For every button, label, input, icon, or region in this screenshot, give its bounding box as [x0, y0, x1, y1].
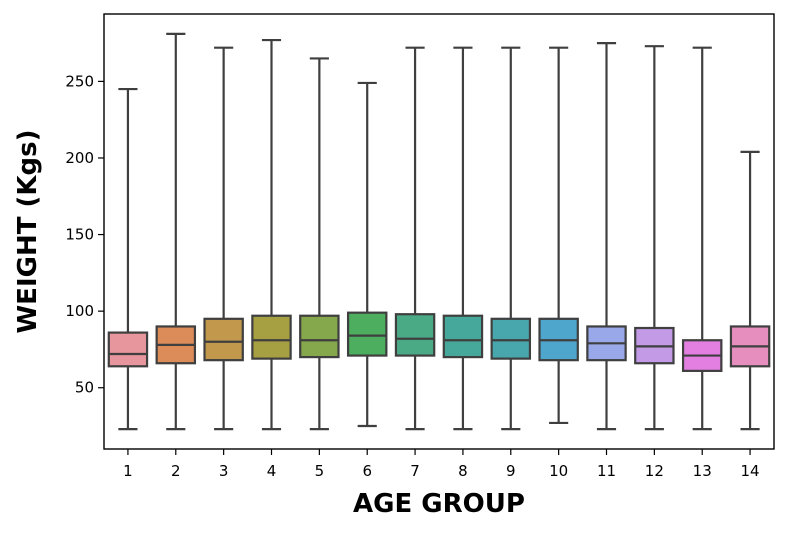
x-tick-label: 10 [549, 462, 568, 480]
x-tick-label: 3 [219, 462, 229, 480]
box-group-8 [442, 46, 484, 431]
box-group-4 [251, 38, 292, 431]
box-group-9 [490, 46, 532, 431]
box [394, 313, 436, 357]
box-group-14 [729, 150, 771, 431]
box-group-10 [538, 46, 579, 425]
x-tick-label: 7 [410, 462, 420, 480]
x-tick-label: 11 [597, 462, 616, 480]
y-tick-label: 200 [65, 149, 94, 167]
y-tick-label: 150 [65, 226, 94, 244]
x-tick-label: 14 [741, 462, 760, 480]
box-group-7 [394, 46, 436, 431]
box-group-12 [634, 45, 675, 431]
x-tick-label: 1 [123, 462, 133, 480]
box [299, 314, 340, 359]
plot-area [107, 32, 771, 431]
y-tick-label: 50 [75, 379, 94, 397]
box-group-5 [299, 57, 340, 431]
x-tick-label: 6 [362, 462, 372, 480]
box-group-6 [346, 81, 388, 428]
plot-frame [103, 13, 775, 450]
x-axis: 1 2 3 4 5 6 7 8 9 10 11 12 13 14 [123, 449, 760, 480]
box-group-11 [586, 42, 627, 431]
box [442, 314, 484, 359]
box [251, 314, 292, 360]
y-axis: 50 100 150 200 250 [65, 72, 104, 397]
y-tick-label: 250 [65, 72, 94, 90]
x-axis-title: AGE GROUP [353, 489, 525, 519]
box [490, 317, 532, 360]
box-group-1 [107, 87, 149, 431]
box [346, 311, 388, 357]
box-group-3 [203, 46, 244, 431]
x-tick-label: 8 [458, 462, 468, 480]
x-tick-label: 13 [693, 462, 712, 480]
box-group-13 [681, 46, 723, 431]
x-tick-label: 5 [315, 462, 325, 480]
box [203, 317, 244, 362]
y-axis-title: WEIGHT (Kgs) [13, 129, 43, 333]
y-tick-label: 100 [65, 302, 94, 320]
x-tick-label: 12 [645, 462, 664, 480]
x-tick-label: 4 [267, 462, 277, 480]
x-tick-label: 9 [506, 462, 516, 480]
x-tick-label: 2 [171, 462, 181, 480]
box [107, 331, 149, 368]
box-group-2 [155, 32, 197, 431]
